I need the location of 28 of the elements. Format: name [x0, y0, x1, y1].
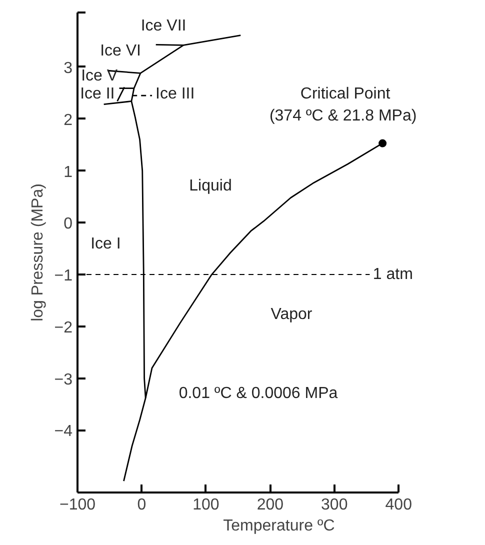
annotation: Critical Point: [300, 86, 391, 103]
y-axis-title: log Pressure (MPa): [29, 184, 46, 322]
annotation: Ice VI: [100, 42, 141, 60]
x-tick-label: 200: [256, 496, 284, 514]
ref-line-label: 1 atm: [372, 266, 413, 284]
y-tick-label: 2: [64, 112, 73, 129]
y-tick-label: 1: [64, 164, 73, 181]
x-tick-label: 0: [137, 496, 146, 514]
y-tick-label: 0: [64, 216, 73, 233]
annotation: Ice V: [81, 67, 118, 84]
annotation: Vapor: [270, 306, 313, 323]
annotation: Ice II: [80, 86, 115, 103]
x-axis-title: Temperature ºC: [223, 518, 335, 534]
x-tick-label: −100: [59, 496, 96, 514]
y-tick-label: −3: [54, 371, 73, 388]
y-tick-label: −4: [54, 423, 73, 440]
y-tick-label: −2: [54, 319, 73, 336]
annotation: Ice I: [90, 235, 121, 252]
annotation: (374 ºC & 21.8 MPa): [269, 108, 417, 125]
x-tick-label: 100: [192, 496, 220, 514]
x-tick-label: 400: [385, 496, 412, 514]
y-tick-label: 3: [64, 60, 73, 77]
annotation: 0.01 ºC & 0.0006 MPa: [178, 385, 338, 402]
y-tick-label: −1: [54, 268, 73, 285]
annotation: Ice VII: [140, 17, 186, 34]
annotation: Ice III: [156, 86, 195, 103]
annotation: Liquid: [189, 177, 232, 194]
x-tick-label: 300: [321, 496, 348, 514]
